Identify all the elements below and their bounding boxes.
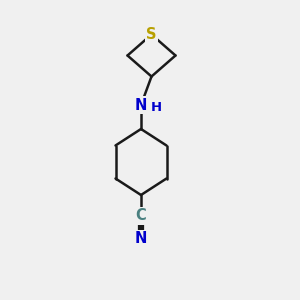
Text: H: H xyxy=(151,101,162,114)
Text: N: N xyxy=(135,98,147,112)
Text: N: N xyxy=(135,231,147,246)
Text: C: C xyxy=(136,208,146,224)
Text: S: S xyxy=(146,27,157,42)
